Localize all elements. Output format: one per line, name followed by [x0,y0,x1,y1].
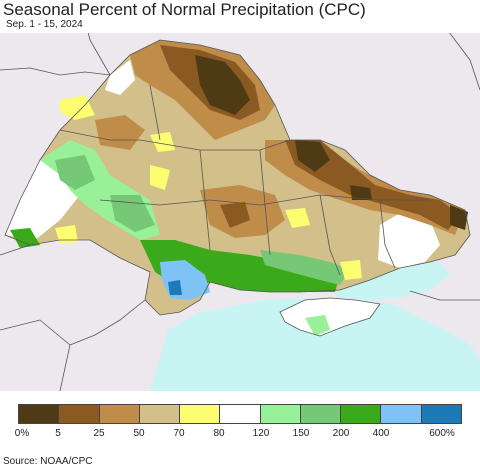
zone-green-west [55,155,95,190]
legend-tick: 120 [252,428,270,439]
legend-tick: 150 [292,428,310,439]
zone-darkbrown-east [285,140,460,230]
legend-swatch [421,405,461,423]
zone-green-sw [10,228,40,248]
legend-swatch [220,405,261,423]
zone-green-mid [110,195,155,232]
zone-yellow-4 [55,225,78,244]
source-credit: Source: NOAA/CPC [3,456,93,467]
precipitation-map [0,33,480,391]
legend-swatch [19,405,60,423]
zone-white-north [105,60,135,95]
zone-darkblue [168,280,182,295]
map-title: Seasonal Percent of Normal Precipitation… [3,0,366,19]
legend-tick: 70 [173,428,185,439]
legend-swatch [139,405,181,423]
legend-tick: 200 [332,428,350,439]
zone-darkest-north [195,55,250,115]
legend-tick: 50 [133,428,145,439]
zone-yellow-6 [150,132,175,152]
zone-darkest-east2 [350,185,372,200]
zone-lightgreen-south [260,250,350,285]
legend-tick: 25 [93,428,105,439]
black-sea [150,298,480,391]
ukraine-region [5,40,470,315]
legend-tick: 400 [372,428,390,439]
crimea-border [279,297,381,337]
admin-borders [0,33,480,391]
zone-darkest-east [295,140,330,172]
legend-tick: 0% [14,428,30,439]
crimea [280,298,380,336]
zone-white-east [378,210,440,268]
legend-tick: 80 [213,428,225,439]
zone-yellow-3 [285,208,310,228]
azov-sea [330,262,450,300]
legend-swatch [180,405,221,423]
zone-yellow-2 [150,165,170,190]
zone-green-crimea [305,315,330,336]
zone-yellow-1 [60,95,95,120]
legend-swatch [59,405,100,423]
date-range: Sep. 1 - 15, 2024 [6,19,83,30]
legend-tick: 600% [429,428,455,439]
legend-tick: 5 [55,428,61,439]
zone-yellow-5 [340,260,362,280]
legend-swatch [99,405,140,423]
legend-swatch [381,405,422,423]
zone-brown-west [95,115,145,150]
zone-darkest-east3 [450,205,468,230]
legend-swatch [300,405,342,423]
color-legend [18,404,462,424]
zone-darkbrown-central [220,202,250,228]
legend-swatch [341,405,382,423]
legend-swatch [260,405,301,423]
